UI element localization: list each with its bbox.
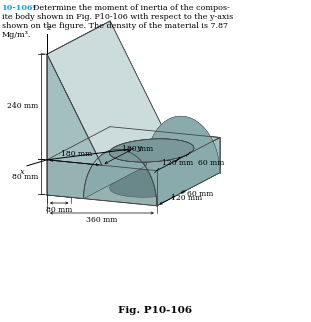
- Text: shown on the figure. The density of the material is 7.87: shown on the figure. The density of the …: [2, 22, 228, 30]
- Text: x: x: [20, 168, 25, 176]
- Polygon shape: [47, 160, 84, 199]
- Polygon shape: [109, 139, 194, 162]
- Polygon shape: [157, 137, 220, 206]
- Polygon shape: [47, 160, 157, 206]
- Polygon shape: [84, 116, 220, 206]
- Polygon shape: [109, 139, 194, 162]
- Polygon shape: [47, 21, 110, 160]
- Polygon shape: [47, 127, 220, 171]
- Text: z: z: [46, 24, 50, 32]
- Text: Determine the moment of inertia of the compos-: Determine the moment of inertia of the c…: [28, 4, 230, 12]
- Text: Fig. P10-106: Fig. P10-106: [118, 306, 192, 315]
- Text: 120 mm  60 mm: 120 mm 60 mm: [162, 159, 224, 166]
- Polygon shape: [47, 21, 165, 165]
- Text: 60 mm: 60 mm: [187, 190, 213, 198]
- Polygon shape: [109, 147, 188, 197]
- Text: 120 mm: 120 mm: [171, 194, 202, 202]
- Polygon shape: [84, 116, 220, 206]
- Text: 240 mm: 240 mm: [7, 102, 38, 110]
- Polygon shape: [47, 127, 220, 171]
- Polygon shape: [110, 21, 165, 132]
- Text: 80 mm: 80 mm: [12, 173, 38, 181]
- Text: 180 mm: 180 mm: [122, 145, 153, 153]
- Text: 180 mm: 180 mm: [61, 149, 92, 157]
- Polygon shape: [109, 139, 194, 162]
- Polygon shape: [47, 54, 102, 165]
- Polygon shape: [47, 54, 102, 165]
- Text: 10-106*: 10-106*: [2, 4, 38, 12]
- Text: 80 mm: 80 mm: [46, 206, 72, 214]
- Text: Mg/m³.: Mg/m³.: [2, 31, 31, 39]
- Text: 360 mm: 360 mm: [86, 216, 118, 224]
- Text: ite body shown in Fig. P10-106 with respect to the y-axis: ite body shown in Fig. P10-106 with resp…: [2, 13, 233, 21]
- Polygon shape: [47, 149, 157, 206]
- Text: y: y: [137, 144, 141, 152]
